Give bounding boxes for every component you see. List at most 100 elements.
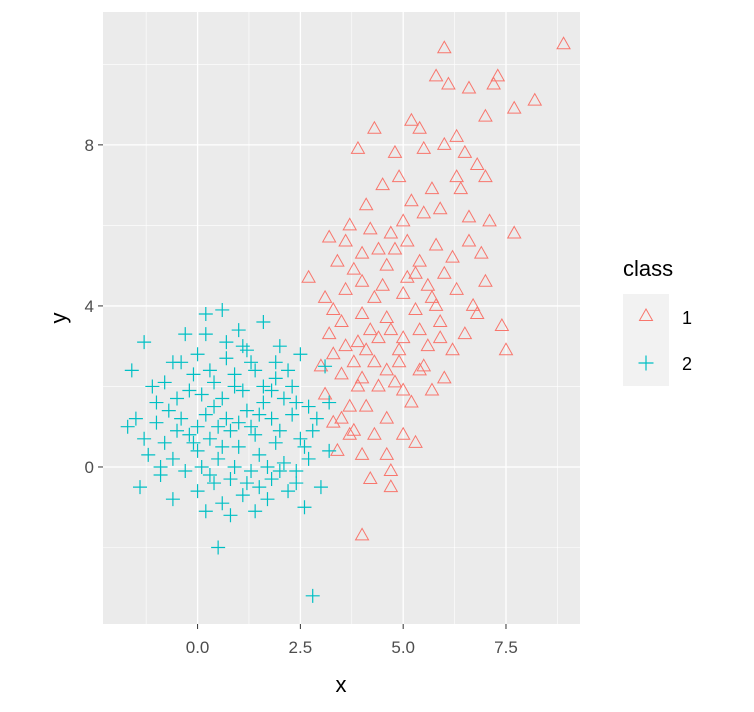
data-point-class-2 (149, 415, 164, 430)
data-point-class-1 (506, 225, 522, 239)
data-point-class-2 (219, 351, 234, 366)
data-point-class-2 (145, 379, 160, 394)
data-point-class-1 (436, 136, 452, 150)
data-point-class-1 (317, 386, 333, 400)
data-point-class-1 (321, 326, 337, 340)
data-point-class-2 (227, 459, 242, 474)
data-point-class-2 (198, 327, 213, 342)
data-point-class-1 (350, 378, 366, 392)
data-point-class-2 (297, 500, 312, 515)
data-point-class-2 (235, 339, 250, 354)
data-point-class-2 (248, 504, 263, 519)
data-point-class-1 (367, 426, 382, 440)
legend-label-2: 2 (682, 354, 692, 374)
data-point-class-1 (371, 330, 386, 344)
plot-panel (103, 12, 580, 624)
data-point-class-1 (424, 289, 440, 303)
data-point-class-1 (346, 261, 362, 275)
data-point-class-2 (268, 435, 283, 450)
legend-key-1 (623, 294, 669, 340)
data-point-class-1 (395, 330, 411, 344)
data-point-class-1 (445, 249, 460, 263)
data-point-class-2 (157, 435, 172, 450)
data-point-class-2 (297, 439, 312, 454)
data-point-class-1 (330, 253, 345, 267)
data-point-class-2 (276, 455, 291, 470)
data-point-class-1 (432, 314, 448, 328)
data-point-class-1 (490, 68, 506, 82)
data-point-class-2 (190, 484, 205, 499)
data-point-class-1 (432, 201, 448, 215)
data-point-class-1 (379, 309, 395, 323)
minor-gridlines (103, 12, 580, 624)
data-point-class-2 (207, 399, 222, 414)
data-point-class-2 (211, 451, 226, 466)
data-point-class-1 (367, 289, 382, 303)
data-point-class-2 (272, 423, 287, 438)
data-point-class-2 (272, 339, 287, 354)
data-point-class-2 (309, 411, 324, 426)
data-point-class-1 (412, 120, 427, 134)
data-point-class-1 (408, 301, 423, 315)
data-point-class-1 (362, 322, 378, 336)
data-point-class-2 (244, 464, 259, 478)
data-point-class-1 (338, 338, 353, 352)
data-point-class-1 (465, 297, 481, 311)
data-point-class-1 (404, 394, 419, 408)
data-point-class-2 (248, 427, 263, 442)
data-point-class-1 (395, 285, 411, 299)
data-point-class-1 (317, 289, 333, 303)
data-point-class-2 (252, 447, 267, 462)
data-point-class-2 (289, 464, 304, 478)
data-point-class-1 (342, 398, 358, 412)
data-point-class-1 (358, 398, 374, 412)
data-point-class-1 (334, 410, 349, 424)
data-point-class-1 (478, 273, 493, 287)
data-point-class-1 (498, 342, 514, 356)
data-point-class-1 (424, 382, 440, 396)
y-axis: 0 4 8 (85, 136, 103, 477)
x-axis-title: x (336, 672, 347, 697)
data-point-class-2 (215, 391, 230, 406)
legend: class 1 2 (623, 256, 692, 386)
data-point-class-2 (182, 427, 197, 442)
data-point-class-1 (371, 241, 386, 255)
data-point-class-1 (379, 257, 395, 271)
data-point-class-2 (149, 395, 164, 410)
data-point-class-2 (231, 439, 246, 454)
data-point-class-1 (354, 446, 370, 460)
data-point-class-1 (453, 181, 469, 195)
x-tick-label: 0.0 (186, 638, 210, 657)
data-point-class-1 (379, 446, 395, 460)
data-point-class-2 (256, 395, 271, 410)
legend-triangle-icon (638, 307, 654, 321)
data-point-class-1 (428, 297, 444, 311)
data-point-class-1 (473, 245, 489, 259)
data-point-class-2 (264, 383, 279, 398)
data-point-class-2 (244, 355, 259, 370)
data-point-class-1 (436, 40, 452, 54)
data-point-class-2 (231, 323, 246, 338)
data-point-class-2 (170, 423, 185, 438)
data-point-class-1 (375, 177, 390, 191)
data-point-class-2 (202, 468, 217, 483)
data-point-class-1 (420, 277, 436, 291)
data-point-class-2 (260, 459, 275, 474)
data-point-class-2 (141, 447, 156, 462)
data-point-class-1 (506, 100, 522, 114)
data-point-class-2 (194, 387, 209, 402)
y-axis-title: y (46, 313, 71, 324)
x-tick-label: 7.5 (494, 638, 518, 657)
data-point-class-1 (338, 281, 353, 295)
y-tick-label: 8 (85, 136, 94, 155)
data-point-class-1 (354, 527, 370, 541)
data-point-class-2 (268, 355, 283, 370)
data-point-class-1 (367, 354, 382, 368)
data-point-class-2 (178, 327, 193, 342)
data-point-class-1 (354, 370, 370, 384)
data-point-class-2 (244, 419, 259, 434)
data-point-class-1 (334, 366, 349, 380)
data-point-class-2 (223, 472, 238, 487)
data-point-class-1 (486, 76, 502, 90)
